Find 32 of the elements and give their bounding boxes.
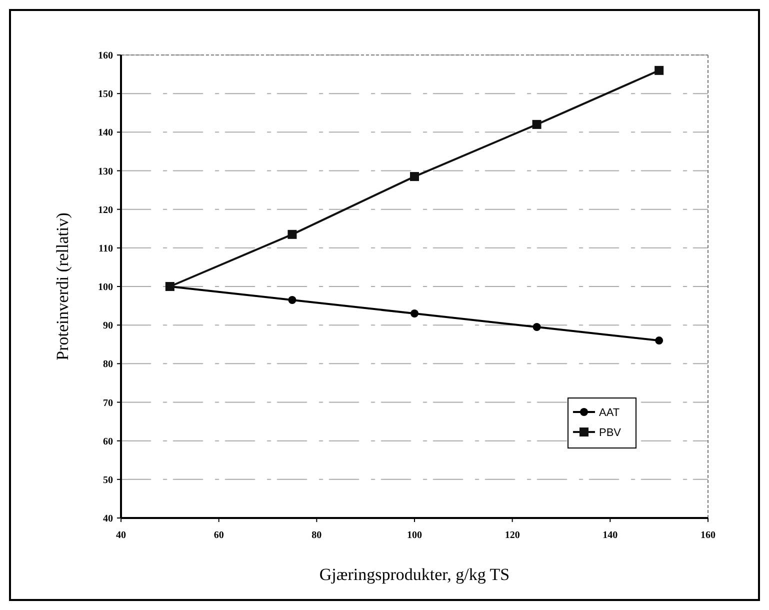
y-tick-label: 150 [98, 89, 113, 100]
x-tick-label: 160 [700, 530, 716, 541]
point [288, 296, 296, 304]
x-axis-title: Gjæringsprodukter, g/kg TS [319, 565, 510, 584]
point [410, 310, 418, 318]
y-tick-label: 40 [103, 514, 113, 524]
y-tick-label: 130 [98, 166, 113, 178]
x-tick-label: 40 [116, 530, 126, 541]
y-tick-label: 140 [98, 128, 113, 139]
y-tick-label: 100 [98, 282, 113, 293]
x-tick-label: 140 [602, 530, 618, 541]
point [532, 323, 541, 332]
x-tick-label: 120 [504, 530, 520, 541]
legend-label: PBV [599, 426, 622, 439]
point [655, 336, 664, 345]
y-tick-label: 70 [103, 398, 113, 409]
point [654, 66, 664, 75]
x-tick-label: 60 [214, 530, 224, 541]
y-tick-label: 110 [98, 243, 113, 254]
point [532, 120, 542, 129]
point [410, 172, 419, 182]
y-tick-label: 50 [103, 474, 113, 486]
y-tick-label: 80 [103, 359, 113, 370]
y-tick-label: 120 [98, 204, 113, 216]
x-tick-label: 100 [407, 530, 422, 541]
y-tick-label: 90 [103, 320, 113, 332]
y-tick-label: 160 [98, 50, 113, 62]
y-tick-label: 60 [103, 436, 113, 448]
y-axis-title: Proteinverdi (rellativ) [53, 212, 72, 360]
x-tick-label: 80 [312, 530, 322, 541]
legend-label: AAT [599, 406, 620, 419]
point [288, 230, 297, 239]
